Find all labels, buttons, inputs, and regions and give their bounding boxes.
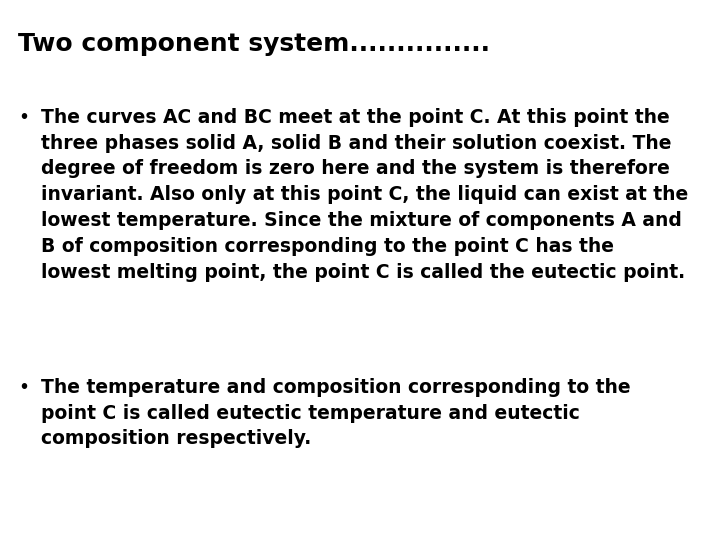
Text: The curves AC and BC meet at the point C. At this point the
three phases solid A: The curves AC and BC meet at the point C…	[42, 108, 688, 281]
Text: •: •	[18, 378, 29, 397]
Text: The temperature and composition corresponding to the
point C is called eutectic : The temperature and composition correspo…	[42, 378, 631, 449]
Text: •: •	[18, 108, 29, 127]
Text: Two component system...............: Two component system...............	[18, 32, 490, 56]
